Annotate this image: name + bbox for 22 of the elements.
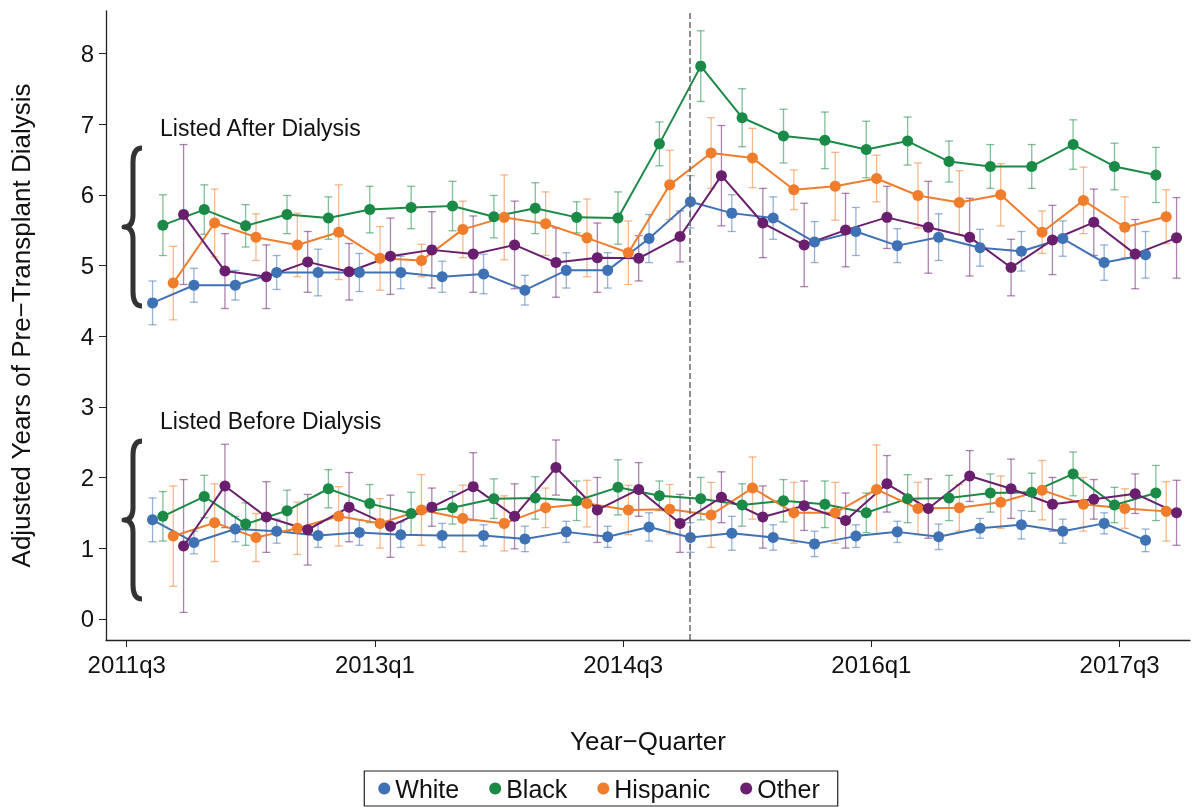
legend-label: Hispanic (614, 774, 711, 803)
y-tick-label: 3 (80, 393, 94, 421)
legend-label: Other (757, 774, 820, 803)
y-tick-label: 5 (80, 251, 94, 279)
y-axis-title: Adjusted Years of Pre−Transplant Dialysis (6, 83, 36, 568)
y-tick-label: 6 (80, 181, 94, 209)
y-tick-label: 0 (80, 605, 94, 633)
x-tick-label: 2017q3 (1079, 650, 1160, 678)
x-tick-label: 2014q3 (583, 650, 664, 678)
y-tick-label: 4 (80, 322, 94, 350)
annotation: Listed Before Dialysis (160, 407, 382, 434)
x-tick-label: 2011q3 (87, 650, 166, 678)
y-tick-label: 1 (80, 534, 94, 562)
x-tick-label: 2013q1 (334, 650, 415, 678)
legend-label: White (395, 774, 460, 803)
y-tick-label: 7 (80, 110, 94, 138)
y-tick-label: 2 (80, 463, 94, 491)
x-tick-label: 2016q1 (831, 650, 912, 678)
annotation: Listed After Dialysis (160, 114, 361, 141)
legend-label: Black (506, 774, 568, 803)
x-axis-title: Year−Quarter (570, 726, 727, 756)
y-tick-label: 8 (80, 39, 94, 67)
